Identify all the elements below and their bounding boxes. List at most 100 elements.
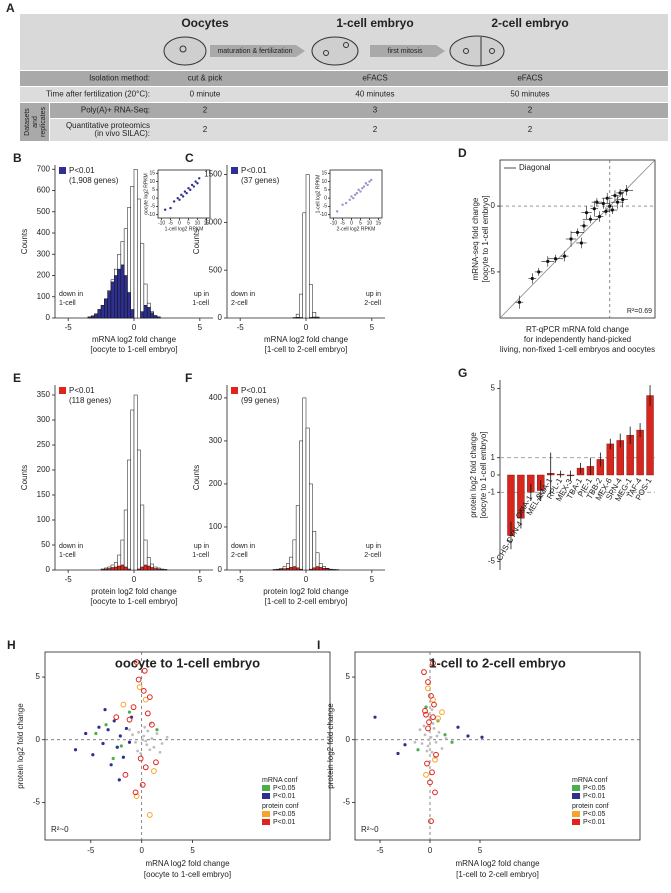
point xyxy=(466,734,470,738)
arrow xyxy=(370,45,445,57)
point xyxy=(136,749,140,753)
point xyxy=(143,725,147,729)
annotation: down in xyxy=(59,543,83,550)
y-tick-label: 100 xyxy=(209,522,223,531)
bar xyxy=(299,440,303,571)
annotation: down in xyxy=(59,291,83,298)
point xyxy=(146,694,153,701)
plot-frame xyxy=(44,651,331,841)
row-cell: 0 minute xyxy=(190,90,221,99)
y-tick-label: 0 xyxy=(46,565,51,574)
inset-x-tick-label: 5 xyxy=(187,220,190,226)
inset-x-tick-label: 0 xyxy=(178,220,181,226)
highlight-bar xyxy=(279,568,284,571)
point xyxy=(582,224,586,228)
y-axis-label: protein log2 fold change xyxy=(326,703,335,789)
x-axis-label: [1-cell to 2-cell embryo] xyxy=(265,597,348,606)
x-tick-label: 0 xyxy=(304,575,309,584)
highlight-bar xyxy=(104,298,108,319)
point xyxy=(142,696,149,703)
legend-label: P<0.01 xyxy=(241,386,267,395)
highlight-bar xyxy=(150,567,154,571)
x-axis-label: [oocyte to 1-cell embryo] xyxy=(90,345,177,354)
point xyxy=(131,733,134,737)
point xyxy=(425,749,429,753)
inset-y-tick-label: 10 xyxy=(321,179,327,185)
legend-swatch xyxy=(59,387,66,394)
point xyxy=(148,721,155,728)
point xyxy=(608,204,612,208)
y-tick-label: 1500 xyxy=(204,170,222,179)
highlight-bar xyxy=(100,569,105,571)
panel-label: I xyxy=(317,638,320,652)
y-tick-label: 150 xyxy=(37,490,51,499)
nucleus xyxy=(463,48,469,54)
bar xyxy=(133,394,138,571)
point xyxy=(127,740,132,744)
inset-point xyxy=(352,196,355,200)
inset-point xyxy=(194,180,197,183)
x-tick-label: 5 xyxy=(198,575,203,584)
highlight-bar xyxy=(160,569,164,571)
point xyxy=(141,667,148,674)
highlight-bar xyxy=(97,309,102,319)
point xyxy=(128,728,131,732)
x-tick-label: 5 xyxy=(370,323,375,332)
point xyxy=(418,728,422,732)
inset-y-tick-label: -5 xyxy=(151,204,156,210)
y-tick-label: 500 xyxy=(209,265,223,274)
point xyxy=(136,684,143,690)
highlight-bar xyxy=(146,565,151,571)
highlight-bar xyxy=(127,292,131,319)
point xyxy=(117,778,121,782)
point xyxy=(135,676,142,683)
point xyxy=(144,739,148,743)
bar xyxy=(312,531,317,571)
legend-swatch xyxy=(572,811,580,817)
highlight-bar xyxy=(156,316,161,319)
point xyxy=(127,710,132,714)
highlight-bar xyxy=(137,568,141,571)
highlight-bar xyxy=(117,268,122,319)
highlight-bar xyxy=(295,567,300,571)
inset-y-tick-label: 5 xyxy=(324,187,327,193)
point xyxy=(146,812,153,818)
point xyxy=(94,731,98,736)
bar xyxy=(292,539,297,571)
highlight-bar xyxy=(292,566,297,571)
legend-label: P<0.05 xyxy=(583,811,605,818)
point xyxy=(150,737,154,740)
bar xyxy=(140,504,145,571)
bar xyxy=(137,449,141,571)
y-tick-label: 0 xyxy=(218,565,223,574)
point xyxy=(575,230,580,235)
y-tick-label: 50 xyxy=(41,540,50,549)
legend-label: P<0.05 xyxy=(583,785,605,792)
y-tick-label: 300 xyxy=(209,436,223,445)
inset-point xyxy=(198,177,201,180)
point xyxy=(439,709,445,716)
y-tick-label: 0 xyxy=(346,735,351,744)
highlight-bar xyxy=(90,315,95,319)
annotation: down in xyxy=(231,543,255,550)
point xyxy=(142,764,149,771)
highlight-bar xyxy=(120,264,125,319)
inset-x-tick-label: -5 xyxy=(168,220,173,226)
plot-title: 1-cell to 2-cell embryo xyxy=(429,655,566,670)
plot-frame xyxy=(354,651,641,841)
bar xyxy=(309,284,313,319)
row-label: Quantitative proteomics xyxy=(66,121,150,130)
y-axis-label: [oocyte to 1-cell embryo] xyxy=(479,431,488,518)
y-axis-label: [oocyte to 1-cell embryo] xyxy=(481,195,490,282)
y-tick-label: 5 xyxy=(491,384,496,393)
point xyxy=(126,716,133,723)
point xyxy=(112,719,116,723)
inset-point xyxy=(353,193,357,197)
point xyxy=(130,704,137,711)
legend-label: P<0.05 xyxy=(273,785,295,792)
panel-label: E xyxy=(13,371,21,385)
y-tick-label: 350 xyxy=(37,390,51,399)
highlight-bar xyxy=(140,566,145,571)
point xyxy=(120,701,127,708)
point xyxy=(139,781,146,788)
